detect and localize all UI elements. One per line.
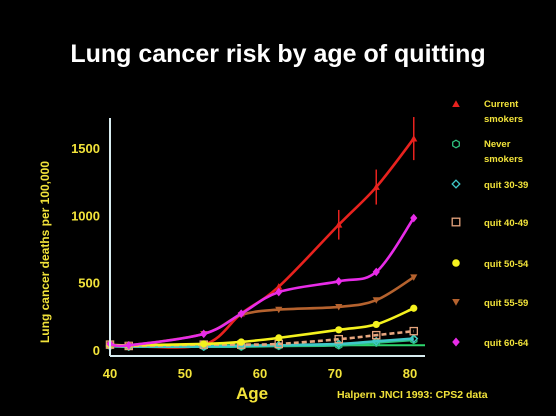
data-point xyxy=(335,221,343,228)
legend-marker xyxy=(451,217,461,227)
legend-label: quit 50-54 xyxy=(484,259,529,270)
legend-label: Current xyxy=(484,99,519,110)
legend-item: Current smokers xyxy=(452,99,523,125)
series-1 xyxy=(106,117,418,349)
legend-marker xyxy=(452,337,460,347)
x-tick-label: 60 xyxy=(253,366,267,381)
legend-label: quit 55-59 xyxy=(484,298,528,309)
legend-item: quit 60-64 xyxy=(452,337,529,349)
legend-marker xyxy=(452,139,460,149)
legend: Current smokers Never smokers quit 30-39 quit… xyxy=(451,99,529,349)
data-point xyxy=(275,283,283,290)
legend-label: Never xyxy=(484,139,511,150)
legend-label-cont: smokers xyxy=(484,114,523,125)
x-tick-label: 70 xyxy=(328,366,342,381)
data-point xyxy=(371,330,381,340)
data-point xyxy=(410,304,418,312)
data-point xyxy=(372,267,380,277)
x-axis-label: Age xyxy=(236,384,268,403)
data-point xyxy=(409,326,418,336)
data-point xyxy=(200,340,208,348)
series-line xyxy=(109,307,415,347)
x-tick-label: 40 xyxy=(103,366,117,381)
legend-marker xyxy=(452,259,460,267)
axes: 40 50 60 70 80 0 500 1000 1500 Age Lung cancer dea… xyxy=(38,118,425,403)
data-point xyxy=(275,306,283,314)
data-point xyxy=(125,340,133,350)
legend-label: quit 40-49 xyxy=(484,218,528,229)
legend-marker xyxy=(452,100,460,108)
legend-item: Never smokers xyxy=(452,139,523,165)
data-point xyxy=(372,297,380,304)
x-tick-label: 80 xyxy=(403,366,417,381)
legend-marker xyxy=(451,179,461,189)
y-tick-label: 1500 xyxy=(71,141,100,156)
y-tick-label: 1000 xyxy=(71,208,100,223)
data-point xyxy=(200,329,208,339)
data-point xyxy=(410,274,418,281)
y-tick-label: 0 xyxy=(93,343,100,358)
legend-item: quit 55-59 xyxy=(452,298,528,309)
data-point xyxy=(335,277,343,286)
data-point xyxy=(372,320,380,329)
data-point xyxy=(237,338,245,346)
data-point xyxy=(237,309,245,318)
plot-area xyxy=(105,117,425,352)
data-point xyxy=(335,304,343,311)
data-point xyxy=(335,326,343,334)
data-point xyxy=(334,334,343,344)
legend-label: quit 60-64 xyxy=(484,338,529,349)
data-point xyxy=(371,336,381,346)
legend-item: quit 50-54 xyxy=(452,259,529,270)
y-axis-label: Lung cancer deaths per 100,000 xyxy=(38,161,52,343)
x-tick-label: 50 xyxy=(178,366,192,381)
y-tick-label: 500 xyxy=(78,276,100,291)
series-7 xyxy=(106,213,418,350)
legend-marker xyxy=(452,298,460,306)
legend-item: quit 30-39 xyxy=(451,179,528,191)
legend-label-cont: smokers xyxy=(484,154,523,165)
series-line xyxy=(109,137,415,349)
data-point xyxy=(410,134,418,142)
legend-label: quit 30-39 xyxy=(484,180,528,191)
data-point xyxy=(372,183,380,190)
legend-item: quit 40-49 xyxy=(451,217,528,229)
data-point xyxy=(275,287,283,297)
data-point xyxy=(410,213,418,223)
chart-title: Lung cancer risk by age of quitting xyxy=(70,40,486,68)
data-point xyxy=(409,334,419,344)
series-6 xyxy=(106,274,418,349)
data-point xyxy=(275,334,283,342)
source-annotation: Halpern JNCI 1993: CPS2 data xyxy=(337,389,488,401)
